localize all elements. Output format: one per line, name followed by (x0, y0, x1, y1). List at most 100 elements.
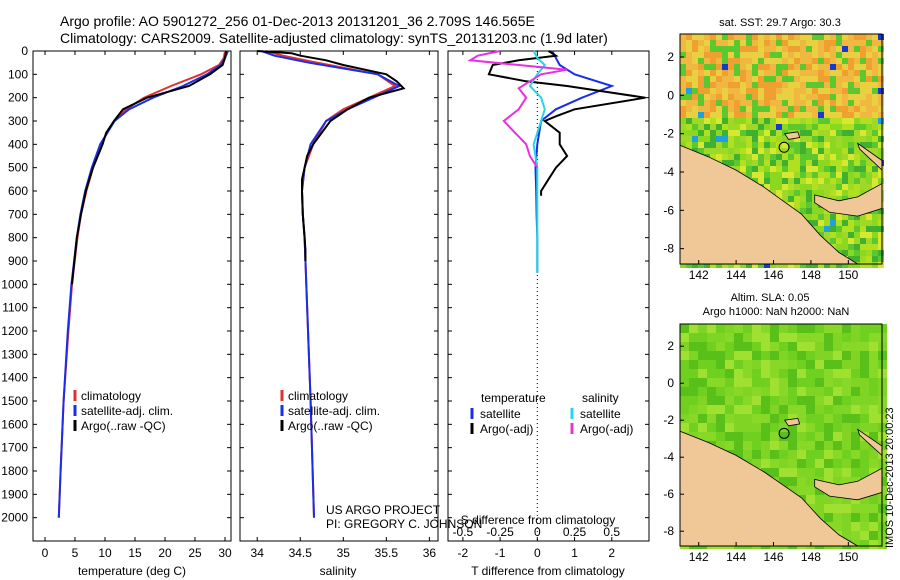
map-cell (866, 166, 872, 172)
map-cell (770, 100, 776, 106)
map-cell (680, 46, 686, 52)
map-cell (764, 166, 770, 172)
map-cell (704, 148, 710, 154)
map-cell (842, 70, 848, 76)
map-cell (728, 88, 734, 94)
map-cell (854, 178, 860, 184)
map-cell (704, 76, 710, 82)
x-tick-label: 34.5 (289, 546, 313, 560)
map-cell (698, 369, 707, 378)
map-cell (740, 166, 746, 172)
map-cell (770, 351, 779, 360)
map-cell (797, 387, 806, 396)
y-tick-label: 1400 (1, 371, 28, 385)
map-cell (734, 64, 740, 70)
map-cell (770, 154, 776, 160)
map-cell (842, 82, 848, 88)
map-cell (860, 351, 869, 360)
map-cell (776, 190, 782, 196)
map-cell (800, 160, 806, 166)
map-cell (836, 118, 842, 124)
map-cell (800, 154, 806, 160)
map-cell (680, 76, 686, 82)
legend-label: satellite (580, 407, 621, 421)
map-cell (797, 360, 806, 369)
map-cell (800, 166, 806, 172)
map-cell (848, 178, 854, 184)
map-cell (743, 342, 752, 351)
map-cell (872, 70, 878, 76)
map-cell (782, 58, 788, 64)
map-cell (824, 459, 833, 468)
map-cell (728, 160, 734, 166)
map-cell (788, 52, 794, 58)
map-cell (860, 504, 869, 513)
map-cell (779, 333, 788, 342)
map-cell (752, 130, 758, 136)
map-cell (866, 136, 872, 142)
map-cell (770, 76, 776, 82)
map-cell (716, 118, 722, 124)
series-line-satellite (528, 50, 547, 273)
map-cell (812, 190, 818, 196)
map-cell (692, 70, 698, 76)
map-cell (752, 405, 761, 414)
map-cell (782, 196, 788, 202)
map-cell (680, 378, 689, 387)
map-cell (740, 154, 746, 160)
map-cell (704, 40, 710, 46)
map-cell (860, 369, 869, 378)
map-cell (704, 46, 710, 52)
map-cell (806, 142, 812, 148)
map-cell (848, 238, 854, 244)
map-cell (764, 82, 770, 88)
legend-label: Argo(-adj) (580, 422, 633, 436)
map-cell (866, 76, 872, 82)
map-cell (734, 414, 743, 423)
map-cell (698, 432, 707, 441)
map-cell (740, 70, 746, 76)
map-cell (782, 142, 788, 148)
map-cell (716, 130, 722, 136)
map-cell (833, 504, 842, 513)
map-cell (854, 160, 860, 166)
map-cell (734, 160, 740, 166)
map-cell (794, 118, 800, 124)
map-cell (788, 160, 794, 166)
map-cell (812, 202, 818, 208)
map-cell (806, 423, 815, 432)
map-cell (686, 64, 692, 70)
map-cell (860, 64, 866, 70)
map-cell (824, 136, 830, 142)
map-cell (878, 82, 884, 88)
map-cell (788, 154, 794, 160)
map-cell (869, 432, 878, 441)
map-cell (824, 46, 830, 52)
map-cell (752, 333, 761, 342)
map-cell (878, 58, 884, 64)
map-cell (824, 160, 830, 166)
legend-label: Argo(-adj) (480, 422, 533, 436)
map-cell (788, 184, 794, 190)
map-cell (860, 232, 866, 238)
map-cell (752, 70, 758, 76)
map-cell (806, 64, 812, 70)
map-cell (698, 360, 707, 369)
map-cell (806, 196, 812, 202)
map-cell (866, 238, 872, 244)
map-cell (680, 106, 686, 112)
map-cell (842, 468, 851, 477)
map-cell (860, 34, 866, 40)
map-cell (806, 324, 815, 333)
series-line-satelliteadjclim (57, 50, 229, 518)
map-cell (818, 88, 824, 94)
map-cell (734, 432, 743, 441)
map-cell (854, 94, 860, 100)
map-cell (830, 172, 836, 178)
map-cell (770, 360, 779, 369)
map-cell (761, 342, 770, 351)
map-cell (746, 112, 752, 118)
map-cell (815, 468, 824, 477)
map-cell (848, 172, 854, 178)
map-cell (770, 112, 776, 118)
